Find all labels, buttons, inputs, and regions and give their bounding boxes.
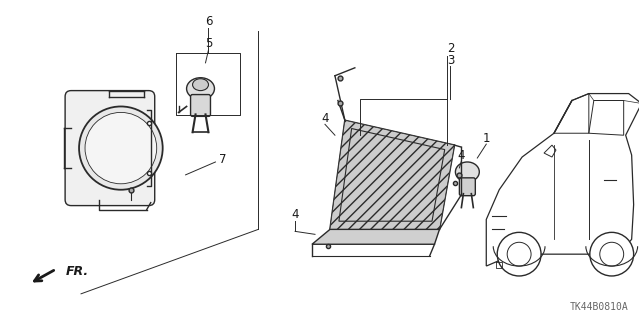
Text: 1: 1 bbox=[483, 132, 490, 145]
Text: FR.: FR. bbox=[66, 264, 89, 278]
Text: 4: 4 bbox=[291, 208, 299, 221]
Text: 3: 3 bbox=[447, 54, 454, 67]
Circle shape bbox=[590, 232, 634, 276]
Text: 4: 4 bbox=[458, 149, 465, 161]
Ellipse shape bbox=[456, 162, 479, 182]
FancyBboxPatch shape bbox=[65, 91, 155, 205]
Text: 7: 7 bbox=[219, 153, 226, 167]
Polygon shape bbox=[330, 120, 454, 229]
Text: 2: 2 bbox=[447, 42, 454, 56]
Text: TK44B0810A: TK44B0810A bbox=[570, 302, 628, 312]
FancyBboxPatch shape bbox=[460, 178, 476, 196]
Polygon shape bbox=[312, 229, 440, 244]
FancyBboxPatch shape bbox=[191, 94, 211, 116]
Circle shape bbox=[85, 112, 157, 184]
Polygon shape bbox=[330, 120, 454, 229]
Text: 4: 4 bbox=[321, 112, 329, 125]
Circle shape bbox=[79, 107, 163, 190]
Text: 6: 6 bbox=[205, 15, 212, 28]
Text: 5: 5 bbox=[205, 36, 212, 49]
Circle shape bbox=[497, 232, 541, 276]
Ellipse shape bbox=[193, 79, 209, 91]
Ellipse shape bbox=[187, 78, 214, 100]
